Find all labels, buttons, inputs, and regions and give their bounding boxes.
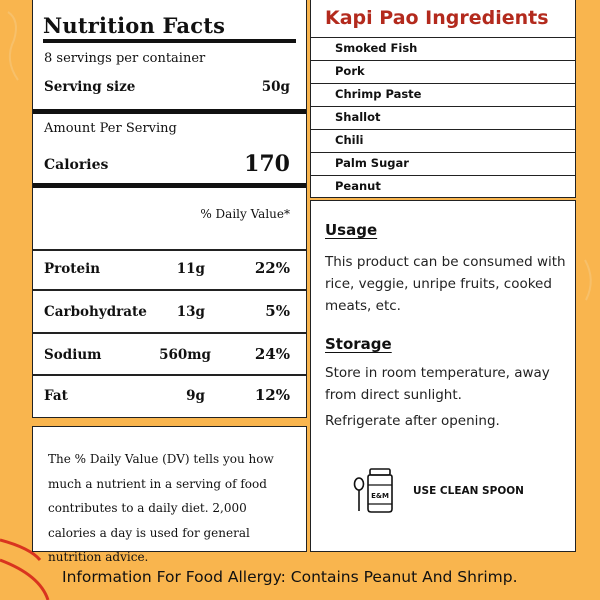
storage-text: Store in room temperature, away from dir… bbox=[325, 365, 550, 403]
divider bbox=[33, 332, 306, 334]
nutrient-amount: 11g bbox=[176, 261, 205, 277]
daily-value-header: % Daily Value* bbox=[200, 207, 290, 221]
ingredient-item: Pork bbox=[311, 60, 575, 83]
usage-heading: Usage bbox=[325, 221, 378, 239]
divider bbox=[33, 109, 306, 114]
calories-label: Calories bbox=[44, 157, 109, 173]
ingredients-title: Kapi Pao Ingredients bbox=[325, 7, 549, 29]
divider bbox=[43, 39, 296, 43]
nutrient-label: Carbohydrate bbox=[44, 304, 147, 320]
divider bbox=[33, 249, 306, 251]
amount-per-serving: Amount Per Serving bbox=[44, 121, 177, 136]
ingredient-item: Palm Sugar bbox=[311, 152, 575, 175]
divider bbox=[33, 374, 306, 376]
nutrient-label: Fat bbox=[44, 388, 68, 404]
nutrient-percent: 12% bbox=[254, 386, 290, 404]
divider bbox=[33, 183, 306, 188]
serving-size-label: Serving size bbox=[44, 79, 136, 95]
nutrient-percent: 22% bbox=[254, 259, 290, 277]
jar-spoon-icon: E&M bbox=[353, 467, 401, 519]
divider bbox=[33, 289, 306, 291]
ingredient-item: Shallot bbox=[311, 106, 575, 129]
usage-storage-panel: Usage This product can be consumed with … bbox=[310, 200, 576, 552]
nutrient-amount: 13g bbox=[176, 304, 205, 320]
usage-text: This product can be consumed with rice, … bbox=[325, 254, 566, 314]
servings-per-container: 8 servings per container bbox=[44, 51, 206, 66]
nutrition-facts-panel: Nutrition Facts 8 servings per container… bbox=[32, 0, 307, 418]
daily-value-note-panel: The % Daily Value (DV) tells you how muc… bbox=[32, 426, 307, 564]
serving-size-value: 50g bbox=[261, 79, 290, 95]
ingredient-item: Peanut bbox=[311, 175, 575, 198]
ingredient-item: Smoked Fish bbox=[311, 37, 575, 60]
nutrient-amount: 9g bbox=[186, 388, 205, 404]
ingredients-list: Smoked Fish Pork Chrimp Paste Shallot Ch… bbox=[311, 37, 575, 198]
ingredient-item: Chrimp Paste bbox=[311, 83, 575, 106]
nutrition-title: Nutrition Facts bbox=[43, 13, 226, 38]
nutrient-label: Sodium bbox=[44, 347, 102, 363]
nutrient-percent: 24% bbox=[254, 345, 290, 363]
nutrient-amount: 560mg bbox=[159, 347, 211, 363]
calories-value: 170 bbox=[244, 151, 290, 177]
daily-value-note: The % Daily Value (DV) tells you how muc… bbox=[48, 452, 274, 564]
storage-heading: Storage bbox=[325, 335, 392, 353]
jar-label: E&M bbox=[371, 492, 389, 500]
refrigerate-text: Refrigerate after opening. bbox=[325, 413, 500, 429]
clean-spoon-label: USE CLEAN SPOON bbox=[413, 485, 524, 497]
allergy-information: Information For Food Allergy: Contains P… bbox=[62, 568, 518, 586]
nutrient-percent: 5% bbox=[265, 302, 290, 320]
ingredient-item: Chili bbox=[311, 129, 575, 152]
ingredients-panel: Kapi Pao Ingredients Smoked Fish Pork Ch… bbox=[310, 0, 576, 198]
nutrient-label: Protein bbox=[44, 261, 101, 277]
